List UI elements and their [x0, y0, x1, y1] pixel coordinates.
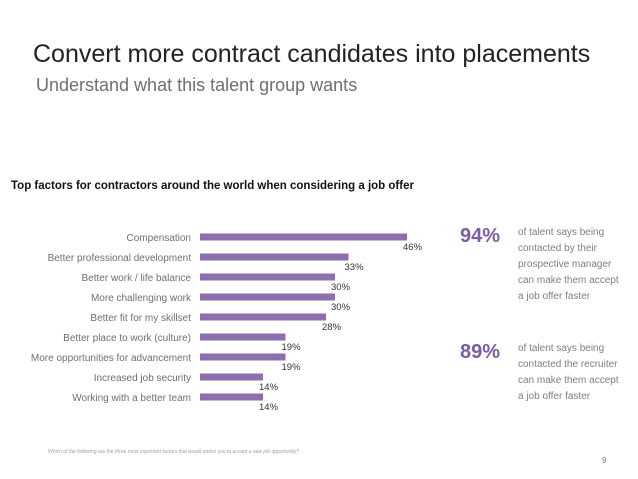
- value-label: 30%: [331, 282, 351, 293]
- stat-percent: 94%: [460, 225, 501, 247]
- value-label: 33%: [345, 262, 365, 273]
- bar: [200, 333, 286, 341]
- stat-description: of talent says being contacted the recru…: [518, 343, 619, 402]
- bar: [200, 313, 326, 321]
- value-label: 30%: [331, 302, 351, 313]
- category-label: Better work / life balance: [82, 273, 192, 284]
- slide-title: Convert more contract candidates into pl…: [33, 40, 591, 68]
- value-label: 19%: [282, 342, 302, 353]
- category-label: More challenging work: [91, 293, 192, 304]
- stat-description: of talent says being contacted by their …: [518, 227, 619, 302]
- bar: [200, 373, 263, 381]
- value-label: 46%: [403, 242, 423, 253]
- value-label: 19%: [282, 362, 302, 373]
- survey-question-footnote: Which of the following are the three mos…: [48, 449, 299, 455]
- bar: [200, 293, 335, 301]
- stat-manager-contact: 94% of talent says being contacted by th…: [460, 225, 623, 305]
- bar: [200, 253, 349, 261]
- factors-bar-chart: Compensation 46% Better professional devel…: [31, 233, 423, 410]
- stat-percent: 89%: [460, 341, 501, 363]
- value-label: 14%: [259, 402, 279, 410]
- value-label: 14%: [259, 382, 279, 393]
- value-label: 28%: [322, 322, 342, 333]
- chart-title: Top factors for contractors around the w…: [11, 180, 414, 192]
- category-label: Better fit for my skillset: [90, 313, 191, 324]
- page-number: 9: [602, 456, 607, 465]
- category-label: More opportunities for advancement: [31, 353, 191, 364]
- category-label: Working with a better team: [72, 393, 191, 404]
- stat-recruiter-contact: 89% of talent says being contacted the r…: [460, 341, 623, 405]
- bar: [200, 353, 286, 361]
- category-label: Better professional development: [48, 253, 192, 264]
- category-label: Compensation: [127, 233, 191, 244]
- bar: [200, 233, 407, 241]
- slide-subtitle: Understand what this talent group wants: [36, 75, 358, 95]
- category-label: Increased job security: [94, 373, 191, 384]
- bar: [200, 393, 263, 401]
- bar: [200, 273, 335, 281]
- category-label: Better place to work (culture): [63, 333, 191, 344]
